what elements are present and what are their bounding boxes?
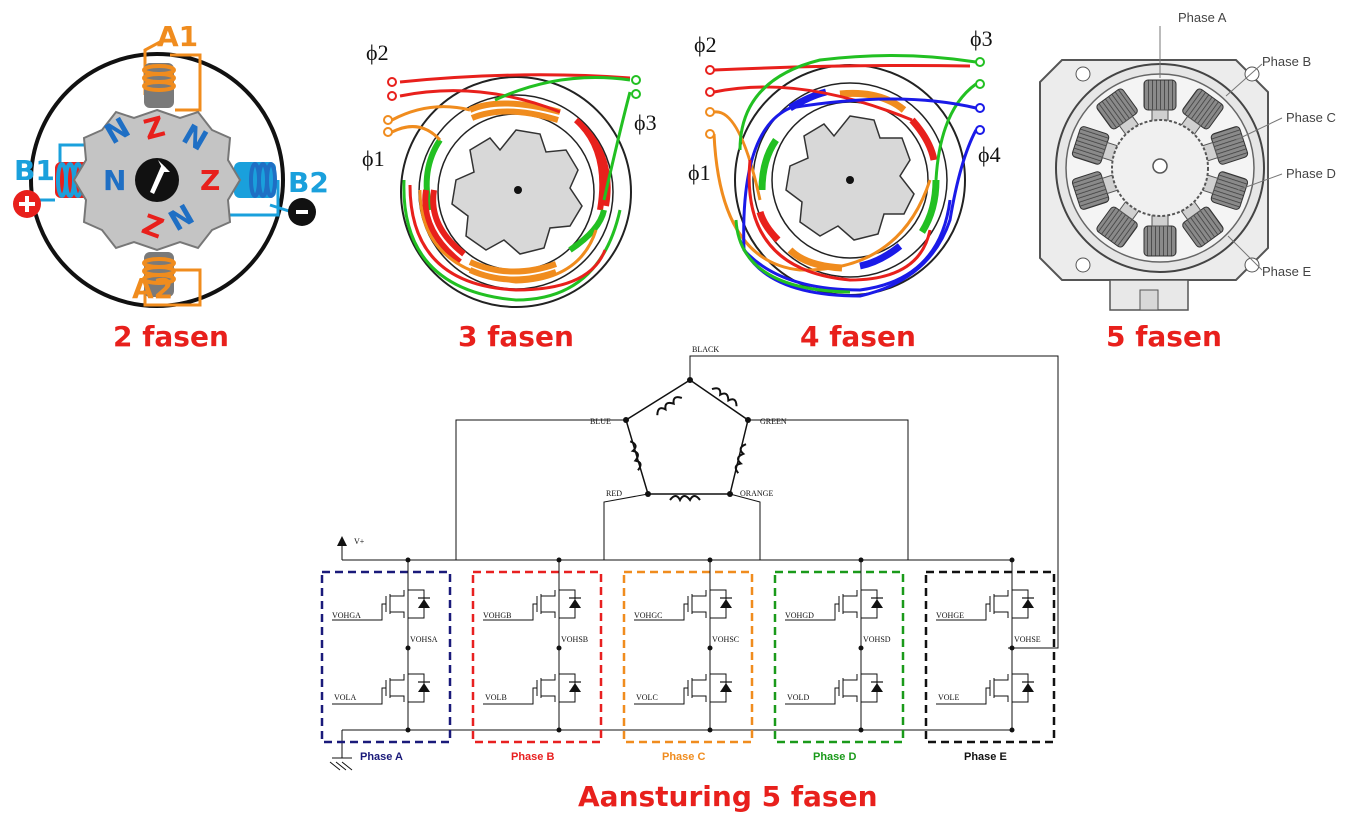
two-phase-motor: Z N Z N Z N N A1 A2 B1 B2 2 fasen bbox=[13, 20, 329, 353]
phi3-label: ϕ3 bbox=[970, 26, 993, 51]
wire-label-orange: ORANGE bbox=[740, 489, 773, 498]
phi2-label: ϕ2 bbox=[694, 32, 717, 57]
low-gate-label: VOLE bbox=[938, 693, 959, 702]
phase-block: VOHGD VOHSD VOLD Phase D bbox=[773, 557, 905, 763]
high-gate-label: VOHGE bbox=[936, 611, 964, 620]
stator-coil bbox=[1143, 213, 1177, 257]
high-gate-label: VOHGB bbox=[483, 611, 511, 620]
label-b2: B2 bbox=[288, 166, 329, 199]
caption-2-fasen: 2 fasen bbox=[113, 320, 229, 353]
high-gate-label: VOHGD bbox=[785, 611, 814, 620]
phi1-label: ϕ1 bbox=[362, 146, 385, 171]
phase-block: VOHGC VOHSC VOLC Phase C bbox=[622, 557, 754, 763]
phase-name: Phase A bbox=[360, 751, 403, 763]
phase-name: Phase C bbox=[662, 751, 705, 763]
pole-letter: Z bbox=[200, 164, 220, 197]
phase-e-label: Phase E bbox=[1262, 264, 1311, 279]
low-gate-label: VOLD bbox=[787, 693, 809, 702]
supply-label: V+ bbox=[354, 537, 365, 546]
phase-name: Phase B bbox=[511, 751, 554, 763]
output-label: VOHSE bbox=[1014, 635, 1041, 644]
phi1-label: ϕ1 bbox=[688, 160, 711, 185]
phi2-label: ϕ2 bbox=[366, 40, 389, 65]
phase-d-label: Phase D bbox=[1286, 166, 1336, 181]
wire-label-blue: BLUE bbox=[590, 417, 611, 426]
stator-coil bbox=[1200, 126, 1249, 165]
wire-label-green: GREEN bbox=[760, 417, 787, 426]
phase-block: VOHGA VOHSA VOLA Phase A bbox=[320, 557, 452, 763]
wire-label-red: RED bbox=[606, 489, 622, 498]
phase-block: VOHGE VOHSE VOLE Phase E bbox=[924, 557, 1056, 763]
caption-5-fasen: 5 fasen bbox=[1106, 320, 1222, 353]
label-a2: A2 bbox=[132, 272, 173, 305]
phase-name: Phase E bbox=[964, 751, 1007, 763]
caption-aansturing: Aansturing 5 fasen bbox=[578, 780, 878, 813]
high-gate-label: VOHGA bbox=[332, 611, 361, 620]
output-label: VOHSB bbox=[561, 635, 588, 644]
phi4-label: ϕ4 bbox=[978, 142, 1001, 167]
five-phase-driver: BLACK BLUE GREEN RED ORANGE V+ VOHGA VOHS… bbox=[320, 345, 1059, 813]
three-phase-motor: ϕ2 ϕ1 ϕ3 3 fasen bbox=[362, 40, 657, 353]
stator-coil bbox=[1071, 171, 1120, 210]
output-label: VOHSD bbox=[863, 635, 891, 644]
stator-coil bbox=[1179, 199, 1224, 248]
caption-3-fasen: 3 fasen bbox=[458, 320, 574, 353]
wire-label-black: BLACK bbox=[692, 345, 719, 354]
phase-name: Phase D bbox=[813, 751, 856, 763]
output-label: VOHSA bbox=[410, 635, 438, 644]
five-phase-motor: Phase A Phase B Phase C Phase D Phase E … bbox=[1039, 10, 1336, 353]
phi3-label: ϕ3 bbox=[634, 110, 657, 135]
label-b1: B1 bbox=[14, 154, 55, 187]
low-gate-label: VOLA bbox=[334, 693, 356, 702]
low-gate-label: VOLC bbox=[636, 693, 658, 702]
stator-coil bbox=[1143, 79, 1177, 123]
pole-letter: N bbox=[103, 164, 126, 197]
label-a1: A1 bbox=[157, 20, 198, 53]
low-gate-label: VOLB bbox=[485, 693, 507, 702]
phase-block: VOHGB VOHSB VOLB Phase B bbox=[471, 557, 603, 763]
stator-coil bbox=[1096, 199, 1141, 248]
phase-b-label: Phase B bbox=[1262, 54, 1311, 69]
high-gate-label: VOHGC bbox=[634, 611, 662, 620]
four-phase-motor: ϕ2 ϕ1 ϕ3 ϕ4 4 fasen bbox=[688, 26, 1001, 353]
phase-c-label: Phase C bbox=[1286, 110, 1336, 125]
output-label: VOHSC bbox=[712, 635, 739, 644]
caption-4-fasen: 4 fasen bbox=[800, 320, 916, 353]
phase-a-label: Phase A bbox=[1178, 10, 1227, 25]
stator-coil bbox=[1179, 88, 1224, 137]
